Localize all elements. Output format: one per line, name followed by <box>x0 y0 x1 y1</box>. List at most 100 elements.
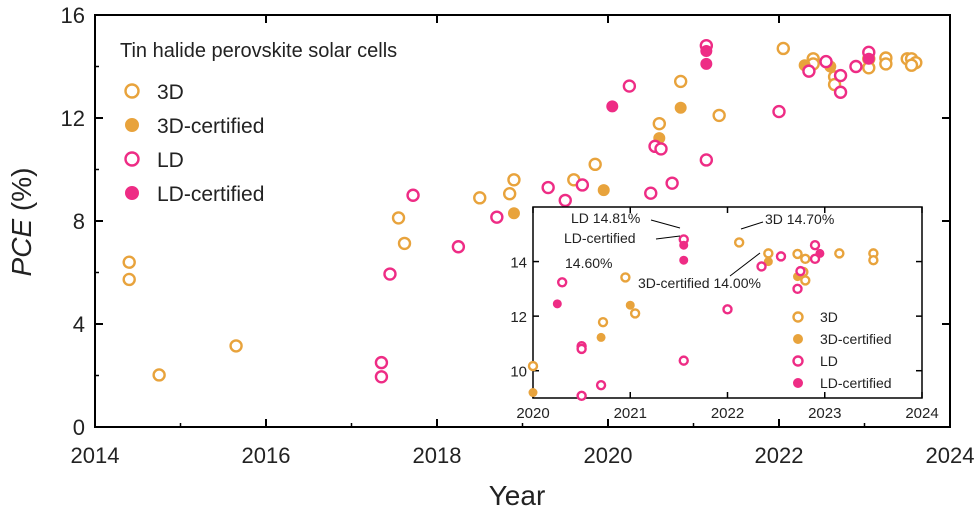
x-tick-label: 2016 <box>242 443 291 468</box>
y-tick-label: 4 <box>73 312 85 337</box>
inset-data-point <box>800 253 811 265</box>
data-point <box>397 236 412 251</box>
annotation-ld-certified-value: 14.60% <box>565 255 612 271</box>
inset-data-point <box>595 379 607 391</box>
legend-marker <box>125 118 139 132</box>
inset-series-3d <box>527 237 879 372</box>
inset-data-point <box>679 255 689 265</box>
annotation-ld-certified: LD-certified <box>564 230 636 246</box>
data-point <box>229 339 243 353</box>
data-point <box>833 68 848 83</box>
inset-legend-marker <box>793 378 803 388</box>
inset-legend-label: 3D-certified <box>820 331 892 347</box>
data-point <box>819 54 833 69</box>
inset-x-tick-label: 2023 <box>808 405 841 422</box>
inset-data-point <box>576 343 587 355</box>
inset-data-point <box>792 283 803 295</box>
inset-data-point <box>527 360 539 372</box>
inset-data-point <box>800 275 811 286</box>
inset-x-tick-label: 2022 <box>711 405 744 422</box>
inset-x-tick-label: 2024 <box>905 405 938 422</box>
inset-series-3d-certified <box>528 257 803 398</box>
inset-data-point <box>809 239 821 251</box>
legend-label: 3D <box>157 81 184 104</box>
inset-legend-marker <box>792 311 804 323</box>
y-tick-label: 12 <box>61 106 85 131</box>
data-point <box>654 142 668 156</box>
data-point <box>673 74 688 89</box>
data-point <box>152 368 166 382</box>
x-tick-label: 2024 <box>926 443 975 468</box>
inset-legend-label: LD <box>820 353 838 369</box>
data-point <box>383 267 397 281</box>
x-axis-label: Year <box>489 480 546 511</box>
inset-data-point <box>834 248 845 259</box>
data-point <box>833 85 848 99</box>
legend-marker <box>125 186 139 200</box>
data-point <box>862 52 875 65</box>
inset-data-point <box>528 388 538 398</box>
x-tick-label: 2022 <box>755 443 804 468</box>
inset-data-point <box>763 257 773 267</box>
inset-data-point <box>556 277 568 288</box>
annotation-leader <box>740 221 764 230</box>
data-point <box>699 153 714 167</box>
annotation-leader <box>655 235 681 240</box>
inset-data-point <box>629 308 641 319</box>
legend-marker <box>124 151 140 167</box>
inset-x-tick-label: 2021 <box>614 405 647 422</box>
main-chart-title: Tin halide perovskite solar cells <box>120 40 397 62</box>
series-ld-certified <box>606 45 875 113</box>
data-point <box>772 104 786 119</box>
inset-data-point <box>775 251 787 262</box>
data-point <box>849 59 863 74</box>
main-legend: 3D 3D-certified LD LD-certified <box>124 81 264 206</box>
inset-data-point <box>625 300 635 310</box>
data-point <box>622 79 637 93</box>
legend-label: LD-certified <box>157 183 264 206</box>
data-point <box>700 45 713 58</box>
inset-frame <box>532 206 923 399</box>
y-tick-label: 0 <box>73 415 85 440</box>
data-point <box>473 191 487 205</box>
inset-series-ld <box>556 234 821 402</box>
data-point <box>700 57 713 70</box>
inset-data-point <box>763 248 774 259</box>
data-point <box>674 101 687 114</box>
data-point <box>507 207 520 220</box>
inset-data-point <box>596 332 606 342</box>
inset-data-point <box>815 248 825 258</box>
inset-data-point <box>679 240 689 250</box>
data-point <box>575 178 590 192</box>
inset-data-point <box>792 248 803 260</box>
data-point <box>490 210 504 224</box>
legend-label: LD <box>157 149 184 172</box>
legend-label: 3D-certified <box>157 115 264 138</box>
data-point <box>374 355 389 370</box>
data-point <box>879 57 893 71</box>
inset-data-point <box>722 304 733 315</box>
annotation-3d-max: 3D 14.70% <box>765 211 834 227</box>
data-point <box>606 100 619 113</box>
data-point <box>558 193 572 208</box>
inset-x-tick-label: 2020 <box>516 405 549 422</box>
data-point <box>776 41 790 56</box>
data-point <box>507 173 521 187</box>
data-point <box>904 58 919 72</box>
data-point <box>541 180 555 195</box>
annotation-leader <box>729 252 761 277</box>
legend-marker <box>124 83 140 99</box>
inset-annotations: LD 14.81% 3D 14.70% LD-certified 14.60% 3D-c… <box>564 210 834 291</box>
inset-data-point <box>597 316 609 328</box>
data-point <box>652 116 666 131</box>
inset-data-point <box>552 299 562 309</box>
inset-legend-marker <box>793 334 803 344</box>
y-axis-label-symbol: PCE <box>6 219 37 277</box>
y-tick-label: 16 <box>61 3 85 28</box>
x-tick-label: 2020 <box>584 443 633 468</box>
y-tick-label: 8 <box>73 209 85 234</box>
inset-data-point <box>756 261 767 272</box>
inset-data-point <box>576 390 587 402</box>
inset-legend-marker <box>792 355 804 367</box>
